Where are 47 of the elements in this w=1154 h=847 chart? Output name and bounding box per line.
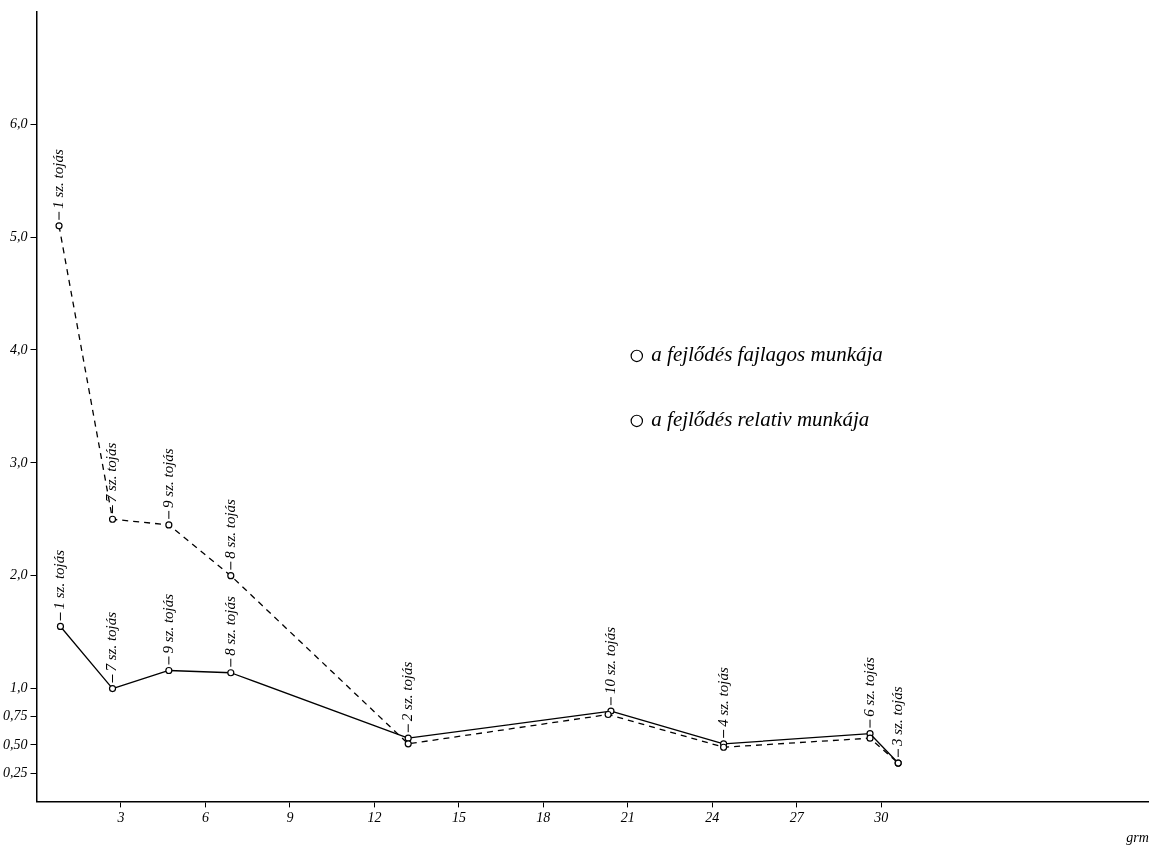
point <box>56 622 65 631</box>
x-tick-label: 6 <box>201 810 209 826</box>
x-axis-title: grm <box>1126 830 1149 846</box>
annotation: 7 sz. tojás <box>103 442 120 503</box>
x-tick-label: 18 <box>536 810 551 826</box>
legend-label: a fejlődés relativ munkája <box>651 407 870 432</box>
y-tick-label: 5,0 <box>10 228 28 244</box>
y-tick-label: 6,0 <box>10 115 28 131</box>
annotation: 6 sz. tojás <box>860 656 877 717</box>
x-tick-label: 9 <box>286 810 294 826</box>
annotation: 10 sz. tojás <box>601 626 618 695</box>
y-tick-label: 2,0 <box>10 567 28 583</box>
annotation: 9 sz. tojás <box>159 448 176 508</box>
x-tick-label: 30 <box>873 810 889 826</box>
point <box>108 684 117 693</box>
point <box>108 515 117 523</box>
x-tick-label: 27 <box>789 810 805 826</box>
point <box>227 572 235 580</box>
point <box>404 740 412 748</box>
annotation: 1 sz. tojás <box>51 549 68 610</box>
point <box>55 222 63 230</box>
annotation: 3 sz. tojás <box>889 686 906 748</box>
y-tick-label: 4,0 <box>10 341 28 357</box>
point <box>866 734 874 742</box>
x-tick-label: 21 <box>620 810 635 826</box>
annotation: 2 sz. tojás <box>399 661 416 722</box>
annotation: 4 sz. tojás <box>714 667 731 727</box>
annotation: 9 sz. tojás <box>159 593 176 654</box>
annotation: 7 sz. tojás <box>103 611 120 672</box>
annotation: 8 sz. tojás <box>221 498 238 559</box>
annotation: 8 sz. tojás <box>221 595 238 656</box>
point <box>165 666 173 675</box>
x-tick-label: 12 <box>367 810 382 826</box>
point <box>604 710 612 719</box>
y-tick-label: 1,0 <box>10 680 28 696</box>
x-tick-label: 3 <box>116 810 125 826</box>
legend-label: a fejlődés fajlagos munkája <box>651 342 883 367</box>
annotation: 1 sz. tojás <box>49 149 66 209</box>
y-tick-label: 0,50 <box>3 736 28 752</box>
y-tick-label: 3,0 <box>9 454 28 470</box>
point <box>404 734 412 742</box>
y-tick-label: 0,25 <box>3 764 28 780</box>
point <box>227 669 235 677</box>
x-tick-label: 24 <box>705 810 720 826</box>
point <box>165 521 173 529</box>
y-tick-label: 0,75 <box>3 708 28 724</box>
x-tick-label: 15 <box>451 810 466 826</box>
